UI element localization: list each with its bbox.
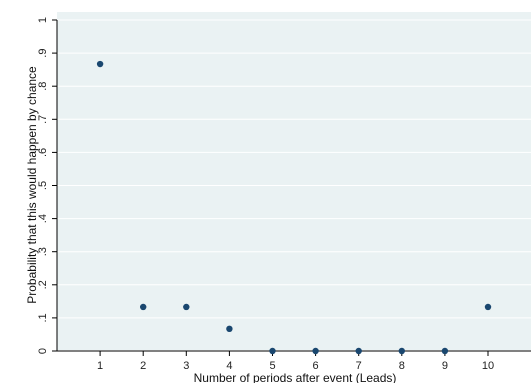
x-tick-label: 5 xyxy=(269,360,275,372)
x-tick-label: 10 xyxy=(482,360,494,372)
x-axis-title: Number of periods after event (Leads) xyxy=(194,371,397,383)
data-point xyxy=(312,347,319,355)
y-tick-label: .2 xyxy=(37,280,49,289)
grid xyxy=(57,19,531,319)
data-point xyxy=(140,303,147,311)
y-tick-label: .6 xyxy=(37,148,49,157)
data-point xyxy=(226,325,233,333)
x-tick-label: 1 xyxy=(97,360,103,372)
y-tick-label: .3 xyxy=(37,247,49,256)
x-tick-label: 3 xyxy=(183,360,189,372)
y-tick-label: .5 xyxy=(37,181,49,190)
x-tick-label: 8 xyxy=(399,360,405,372)
y-tick-label: .4 xyxy=(37,214,49,223)
y-tick-label: .9 xyxy=(37,49,49,58)
data-point xyxy=(96,60,104,68)
y-tick-label: .7 xyxy=(37,115,49,124)
y-tick-label: 0 xyxy=(37,348,49,354)
data-points xyxy=(96,60,492,355)
y-tick-label: .1 xyxy=(37,313,49,322)
y-axis-ticks: 0 .1 .2 .3 .4 .5 .6 .7 .8 .9 1 xyxy=(37,17,57,354)
data-point xyxy=(484,303,492,311)
plot-area xyxy=(57,12,531,350)
x-axis-ticks: 1 2 3 4 5 6 7 8 9 10 xyxy=(97,351,494,372)
y-tick-label: .8 xyxy=(37,82,49,91)
x-tick-label: 7 xyxy=(356,360,362,372)
x-tick-label: 4 xyxy=(226,360,232,372)
x-tick-label: 6 xyxy=(313,360,319,372)
y-axis-title: Probability that this would happen by ch… xyxy=(25,66,39,304)
data-point xyxy=(441,347,449,355)
data-point xyxy=(398,347,405,355)
x-tick-label: 9 xyxy=(442,360,448,372)
data-point xyxy=(355,347,362,355)
x-tick-label: 2 xyxy=(140,360,146,372)
data-point xyxy=(269,347,276,355)
y-tick-label: 1 xyxy=(37,17,49,23)
data-point xyxy=(183,303,190,311)
